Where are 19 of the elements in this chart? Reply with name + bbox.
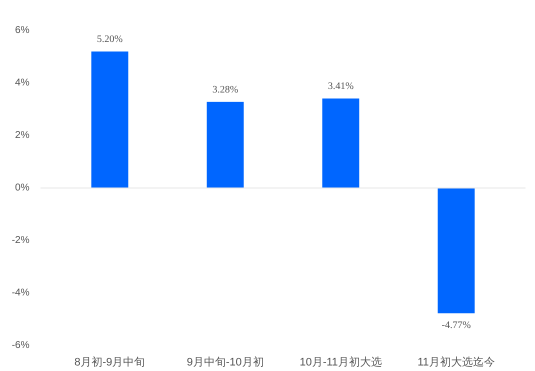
data-label: -4.77% — [442, 320, 471, 331]
y-tick-label: 2% — [15, 130, 30, 141]
bar — [322, 98, 360, 188]
x-tick-label: 11月初大选迄今 — [418, 356, 495, 368]
y-tick-label: -6% — [12, 340, 30, 351]
bar — [206, 102, 244, 188]
data-label: 3.41% — [328, 80, 354, 92]
x-tick-label: 8月初-9月中旬 — [74, 356, 146, 368]
x-tick-label: 9月中旬-10月初 — [186, 356, 264, 368]
data-label: 5.20% — [96, 34, 123, 45]
y-tick-label: 0% — [15, 182, 30, 194]
bar — [438, 188, 475, 314]
y-tick-label: 4% — [15, 78, 30, 88]
bar — [91, 52, 128, 188]
y-tick-label: -4% — [12, 288, 30, 298]
y-tick-label: -2% — [12, 235, 30, 246]
y-tick-label: 6% — [15, 25, 30, 36]
x-tick-label: 10月-11月初大选 — [300, 356, 382, 368]
data-label: 3.28% — [212, 84, 238, 96]
